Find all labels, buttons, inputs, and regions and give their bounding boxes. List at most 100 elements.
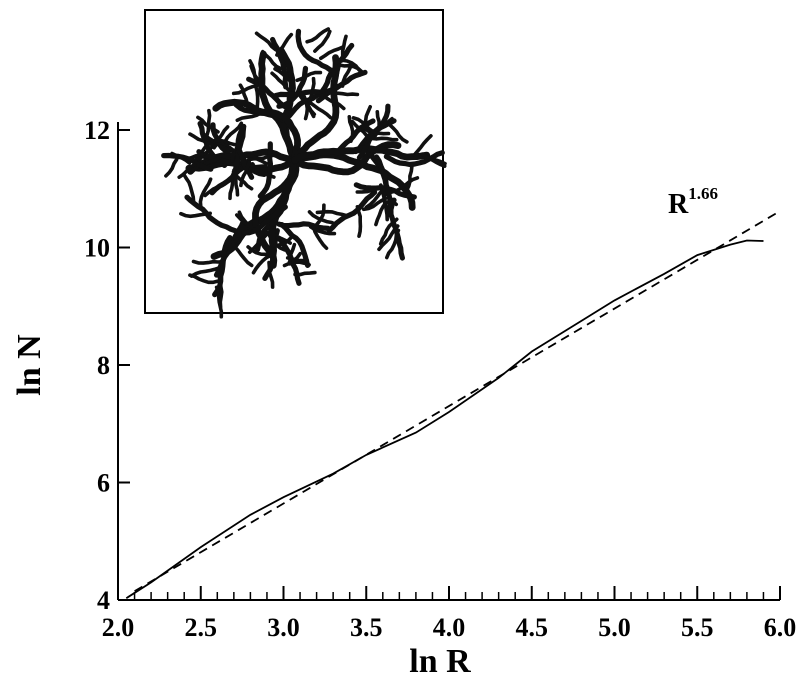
cluster-branch (217, 275, 224, 309)
cluster-branch (412, 134, 433, 157)
y-axis-label: ln N (11, 334, 48, 396)
cluster-branch (421, 152, 447, 168)
cluster-branch (279, 222, 311, 268)
cluster-branch (213, 138, 242, 147)
annotation-exponent: 1.66 (688, 184, 718, 203)
cluster-branch (191, 259, 225, 265)
cluster-branch (198, 177, 213, 209)
cluster-branch (235, 213, 254, 230)
cluster-branch (275, 32, 294, 57)
x-tick-label: 2.5 (185, 613, 218, 642)
cluster-branch (241, 204, 288, 236)
cluster-branch (402, 164, 414, 197)
cluster-branch (276, 221, 331, 231)
x-tick-label: 4.0 (433, 613, 466, 642)
y-tick-label: 12 (84, 116, 110, 145)
cluster-branch (305, 27, 331, 44)
cluster-branch (223, 121, 244, 144)
y-tick-label: 8 (97, 351, 110, 380)
cluster-branch (273, 67, 296, 87)
cluster-branch (311, 225, 329, 250)
x-tick-label: 5.5 (681, 613, 714, 642)
cluster-branch (332, 64, 341, 93)
cluster-branch (373, 154, 393, 218)
cluster-branch (184, 194, 239, 234)
cluster-branch (360, 105, 372, 133)
x-tick-label: 5.0 (598, 613, 631, 642)
fit-line (134, 210, 781, 592)
cluster-branch (247, 232, 269, 254)
cluster-branch (205, 108, 212, 138)
y-tick-label: 4 (97, 586, 110, 615)
cluster-branch (291, 145, 431, 164)
cluster-branch (370, 136, 399, 142)
cluster-branch (200, 155, 222, 169)
cluster-branch (380, 187, 391, 216)
cluster-branch (203, 183, 225, 198)
cluster-branch (385, 228, 401, 260)
cluster-branch (257, 141, 273, 199)
cluster-branch (231, 83, 259, 96)
cluster-branch (347, 115, 355, 143)
x-tick-label: 3.0 (267, 613, 300, 642)
cluster-branch (212, 98, 301, 164)
cluster-branch (295, 70, 323, 83)
cluster-branch (161, 152, 214, 172)
cluster-branch (232, 168, 240, 197)
cluster-branch (235, 111, 263, 122)
cluster-branch (236, 226, 253, 245)
cluster-branch (267, 260, 275, 289)
x-tick-label: 6.0 (764, 613, 797, 642)
cluster-branch (315, 69, 368, 104)
cluster-branch (270, 71, 292, 93)
y-tick-label: 10 (84, 234, 110, 263)
inset-cluster (161, 27, 447, 319)
x-tick-label: 4.5 (516, 613, 549, 642)
cluster-branch (355, 204, 363, 238)
cluster-branch (361, 196, 388, 212)
cluster-branch (248, 167, 276, 179)
cluster-branch (319, 42, 355, 94)
data-line (125, 239, 764, 599)
cluster-branch (254, 31, 278, 52)
cluster-branch (170, 151, 192, 165)
annotation-base: R (668, 189, 689, 220)
cluster-branch (196, 115, 220, 134)
cluster-branch (188, 132, 215, 147)
cluster-branch (270, 236, 293, 248)
cluster-branch (188, 273, 221, 285)
cluster-branch (387, 122, 409, 144)
cluster-branch (164, 157, 179, 178)
cluster-branch (377, 224, 400, 252)
cluster-branch (239, 160, 251, 188)
cluster-branch (313, 29, 332, 53)
cluster-branch (355, 185, 384, 194)
cluster-branch (248, 59, 259, 87)
cluster-branch (378, 217, 399, 246)
cluster-branch (189, 265, 222, 278)
cluster-branch (374, 200, 389, 227)
cluster-branch (350, 119, 372, 142)
cluster-branch (295, 28, 334, 73)
cluster-branch (299, 92, 316, 119)
x-axis-label: ln R (409, 643, 471, 680)
x-tick-label: 3.5 (350, 613, 383, 642)
cluster-branch (251, 253, 273, 275)
cluster-branch (340, 58, 365, 76)
cluster-branch (318, 45, 345, 61)
annotation: R1.66 (668, 184, 718, 220)
cluster-branch (181, 172, 196, 204)
cluster-branch (230, 240, 254, 268)
cluster-branch (389, 176, 420, 194)
cluster-branch (177, 162, 197, 179)
cluster-branch (179, 211, 212, 219)
cluster-branch (370, 116, 394, 136)
cluster-branch (351, 116, 376, 134)
cluster-branch (308, 101, 333, 120)
y-tick-label: 6 (97, 469, 110, 498)
cluster-branch (312, 203, 326, 230)
cluster-branch (364, 187, 386, 209)
cluster-branch (246, 153, 275, 162)
cluster-branch (287, 242, 297, 266)
